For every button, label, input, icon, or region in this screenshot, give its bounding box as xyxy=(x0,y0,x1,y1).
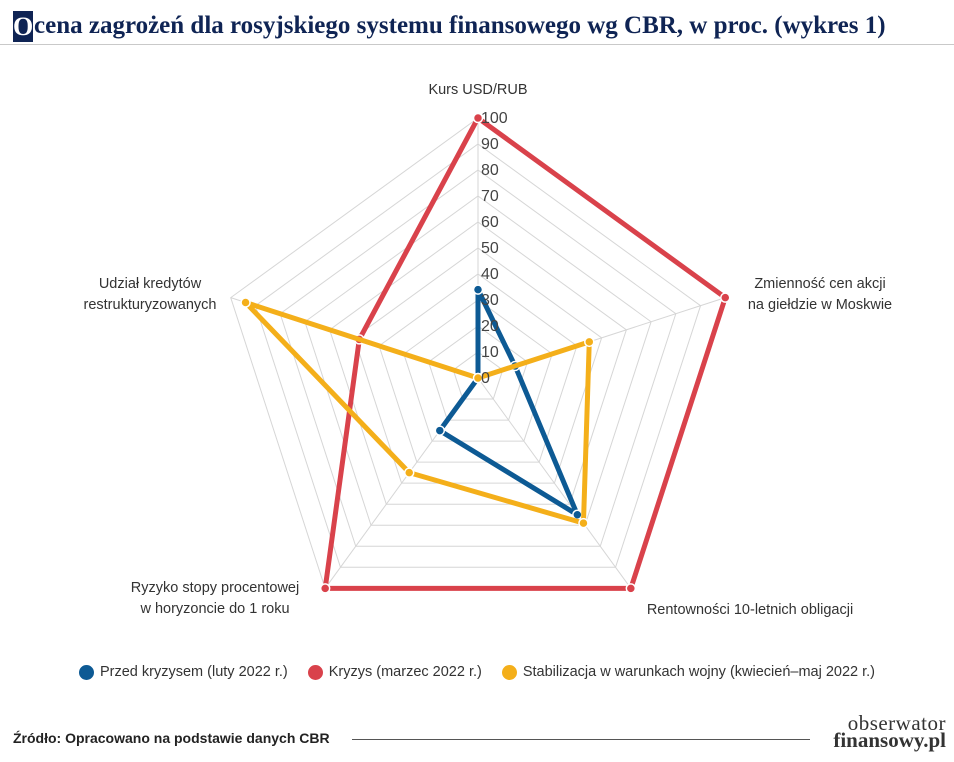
axis-label-line: Rentowności 10-letnich obligacji xyxy=(647,602,853,618)
radial-tick-label: 70 xyxy=(481,188,499,205)
legend-dot-icon xyxy=(501,664,517,680)
data-point xyxy=(403,467,415,478)
radial-tick-label: 40 xyxy=(481,266,499,283)
axis-label: Ryzyko stopy procentowej w horyzoncie do … xyxy=(131,580,299,617)
series-line-d9424b xyxy=(322,115,728,591)
radar-chart: 0 10 20 30 40 50 60 70 80 90 100 Kurs USD/RUB Zmienn… xyxy=(84,82,893,618)
grid-ring xyxy=(279,169,677,547)
logo-text-top: obserwator xyxy=(847,711,946,735)
grid-ring xyxy=(427,325,529,421)
legend-label: Przed kryzysem (luty 2022 r.) xyxy=(99,664,288,680)
title-row: O cena zagrożeń dla rosyjskiego systemu … xyxy=(13,9,886,43)
data-point xyxy=(578,517,589,529)
axis-label-line: Zmienność cen akcji xyxy=(754,276,885,292)
source-divider xyxy=(352,739,810,740)
legend-label: Stabilizacja w warunkach wojny (kwiecień… xyxy=(522,664,876,680)
source-note: Źródło: Opracowano na podstawie danych C… xyxy=(13,730,330,746)
axis-label-line: w horyzoncie do 1 roku xyxy=(139,601,289,617)
grid-ring xyxy=(304,195,652,526)
title-initial-badge: O xyxy=(13,10,34,42)
data-point xyxy=(319,583,331,594)
chart-legend: Przed kryzysem (luty 2022 r.) Kryzys (mar… xyxy=(0,664,954,680)
grid-ring xyxy=(353,247,603,484)
data-point xyxy=(472,372,484,384)
legend-item: Kryzys (marzec 2022 r.) xyxy=(307,664,482,680)
radial-tick-label: 20 xyxy=(481,318,499,335)
chart-title: cena zagrożeń dla rosyjskiego systemu fi… xyxy=(34,12,886,39)
data-point xyxy=(625,583,637,594)
radial-tick-label: 100 xyxy=(481,110,508,127)
legend-item: Przed kryzysem (luty 2022 r.) xyxy=(78,664,288,680)
axis-label-line: Kurs USD/RUB xyxy=(428,82,527,98)
legend-label: Kryzys (marzec 2022 r.) xyxy=(328,664,482,680)
radial-tick-label: 80 xyxy=(481,162,499,179)
axis-label-line: na giełdzie w Moskwie xyxy=(748,297,892,313)
series-line-f4af1a xyxy=(243,299,592,526)
legend-dot-icon xyxy=(78,664,94,680)
axis-label-line: Ryzyko stopy procentowej xyxy=(131,580,299,596)
data-point xyxy=(472,112,484,124)
axis-label-line: Udział kredytów xyxy=(99,276,202,292)
grid-ring xyxy=(403,299,553,442)
radial-tick-label: 30 xyxy=(481,292,499,309)
legend-item: Stabilizacja w warunkach wojny (kwiecień… xyxy=(501,664,876,680)
data-point xyxy=(584,336,595,348)
series-line-0d5a94 xyxy=(437,287,580,518)
data-point xyxy=(240,297,251,308)
legend-dot-icon xyxy=(307,664,323,680)
brand-logo: obserwator finansowy.pl xyxy=(833,711,946,752)
data-point xyxy=(720,292,731,303)
data-point xyxy=(472,284,484,295)
axis-label: Udział kredytów restrukturyzowanych xyxy=(84,276,217,313)
grid-ring xyxy=(452,351,504,400)
axis-label: Kurs USD/RUB xyxy=(428,82,527,98)
logo-text-bottom: finansowy.pl xyxy=(833,728,946,752)
axis-label: Rentowności 10-letnich obligacji xyxy=(647,602,853,618)
radial-tick-label: 0 xyxy=(481,370,490,387)
radial-tick-label: 50 xyxy=(481,240,499,257)
data-point xyxy=(434,425,446,436)
grid-ring xyxy=(254,143,702,568)
radial-tick-label: 60 xyxy=(481,214,499,231)
radial-tick-label: 90 xyxy=(481,136,499,153)
grid-ring xyxy=(329,221,627,505)
axis-label: Zmienność cen akcji na giełdzie w Moskwie xyxy=(748,276,892,313)
grid-ring xyxy=(378,273,578,463)
axis-label-line: restrukturyzowanych xyxy=(84,297,217,313)
title-divider xyxy=(0,44,954,45)
radial-tick-label: 10 xyxy=(481,344,499,361)
axis-spoke xyxy=(477,377,632,589)
